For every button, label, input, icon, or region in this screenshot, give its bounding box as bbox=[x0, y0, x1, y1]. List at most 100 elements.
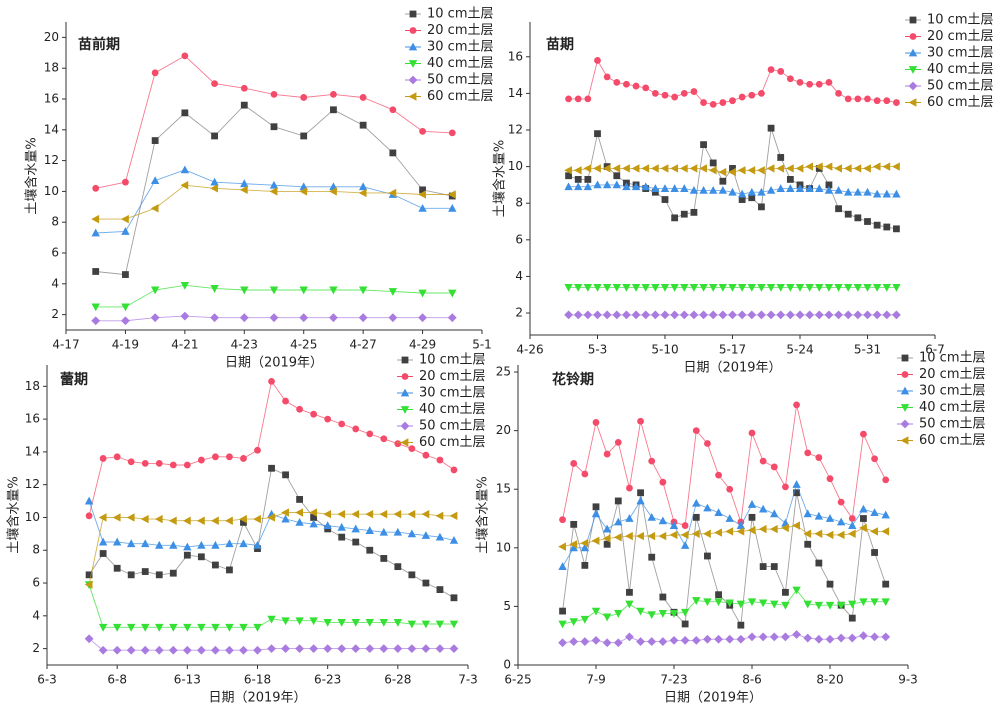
data-point bbox=[98, 623, 108, 632]
data-point bbox=[155, 571, 163, 579]
data-point bbox=[647, 512, 656, 521]
data-point bbox=[99, 550, 107, 557]
legend-marker bbox=[401, 356, 409, 364]
data-point bbox=[699, 284, 708, 292]
data-point bbox=[893, 99, 900, 106]
data-point bbox=[169, 461, 177, 469]
data-point bbox=[834, 164, 842, 173]
data-point bbox=[631, 310, 641, 320]
data-point bbox=[323, 521, 332, 530]
data-point bbox=[113, 564, 121, 572]
data-point bbox=[892, 284, 901, 292]
data-point bbox=[359, 121, 367, 129]
y-tick-label: 5 bbox=[503, 599, 511, 613]
data-point bbox=[210, 177, 219, 186]
data-point bbox=[748, 194, 756, 202]
data-point bbox=[770, 600, 779, 609]
data-point bbox=[670, 284, 679, 292]
data-point bbox=[836, 633, 846, 643]
data-point bbox=[651, 284, 660, 292]
data-point bbox=[91, 303, 100, 312]
data-point bbox=[447, 313, 457, 323]
data-point bbox=[583, 182, 593, 191]
data-point bbox=[337, 522, 346, 531]
data-point bbox=[112, 513, 121, 522]
data-point bbox=[680, 530, 689, 540]
x-axis-label: 日期（2019年） bbox=[664, 691, 762, 706]
data-point bbox=[718, 284, 728, 292]
data-point bbox=[295, 508, 303, 517]
data-point bbox=[793, 489, 800, 497]
data-point bbox=[795, 284, 805, 292]
data-point bbox=[836, 517, 846, 526]
x-tick-label: 5-1 bbox=[472, 338, 492, 352]
data-point bbox=[419, 186, 426, 194]
data-point bbox=[418, 289, 427, 298]
data-point bbox=[449, 620, 459, 629]
data-point bbox=[863, 187, 872, 196]
data-point bbox=[196, 645, 206, 655]
data-point bbox=[569, 637, 579, 646]
data-point bbox=[212, 561, 219, 569]
data-point bbox=[450, 466, 458, 474]
data-point bbox=[793, 401, 800, 409]
data-point bbox=[814, 162, 823, 171]
data-point bbox=[704, 552, 711, 560]
data-point bbox=[669, 521, 679, 529]
legend-label: 10 cm土层 bbox=[927, 13, 994, 28]
data-point bbox=[565, 95, 572, 103]
data-point bbox=[98, 537, 108, 546]
data-point bbox=[309, 617, 318, 626]
data-point bbox=[573, 166, 582, 175]
data-point bbox=[881, 632, 891, 642]
series-line bbox=[562, 404, 887, 527]
data-point bbox=[127, 623, 136, 632]
data-point bbox=[239, 623, 248, 632]
data-point bbox=[180, 181, 189, 190]
y-tick-label: 2 bbox=[51, 307, 59, 321]
data-point bbox=[197, 623, 206, 632]
data-point bbox=[447, 190, 456, 199]
data-point bbox=[449, 536, 459, 544]
y-tick-label: 8 bbox=[515, 196, 523, 210]
data-point bbox=[593, 164, 601, 173]
data-point bbox=[692, 427, 700, 435]
data-point bbox=[848, 515, 856, 522]
data-point bbox=[757, 187, 766, 196]
data-point bbox=[407, 644, 417, 654]
data-point bbox=[848, 600, 857, 609]
data-point bbox=[837, 498, 845, 506]
data-point bbox=[140, 514, 149, 524]
data-point bbox=[737, 310, 747, 320]
data-point bbox=[337, 509, 346, 519]
data-point bbox=[738, 93, 746, 101]
data-point bbox=[748, 513, 756, 521]
data-point bbox=[680, 89, 688, 97]
data-point bbox=[393, 644, 403, 654]
data-point bbox=[824, 162, 833, 171]
data-point bbox=[738, 196, 746, 203]
data-point bbox=[641, 284, 650, 292]
data-point bbox=[602, 613, 612, 622]
y-axis-label: 土壤含水量% bbox=[475, 476, 491, 553]
data-point bbox=[240, 101, 248, 109]
data-point bbox=[736, 600, 746, 609]
data-point bbox=[393, 618, 403, 627]
data-point bbox=[295, 644, 304, 654]
legend-marker bbox=[908, 81, 918, 91]
x-axis-label: 日期（2019年） bbox=[225, 356, 323, 371]
data-point bbox=[225, 623, 234, 632]
y-tick-label: 16 bbox=[508, 49, 523, 63]
data-point bbox=[776, 184, 785, 192]
data-point bbox=[448, 129, 456, 137]
x-tick-label: 5-3 bbox=[588, 343, 608, 357]
data-point bbox=[803, 509, 812, 518]
y-tick-label: 4 bbox=[51, 276, 59, 290]
data-point bbox=[154, 645, 164, 655]
data-point bbox=[614, 610, 623, 618]
data-point bbox=[614, 438, 622, 446]
data-point bbox=[281, 644, 290, 654]
data-point bbox=[98, 513, 107, 522]
data-point bbox=[859, 523, 867, 533]
